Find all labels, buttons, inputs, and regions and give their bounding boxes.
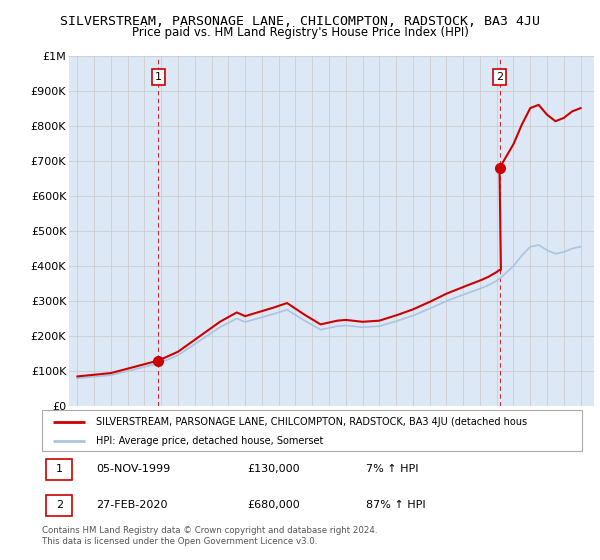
Text: 05-NOV-1999: 05-NOV-1999 [96, 464, 170, 474]
Text: 1: 1 [155, 72, 162, 82]
Text: £680,000: £680,000 [247, 501, 300, 510]
Text: SILVERSTREAM, PARSONAGE LANE, CHILCOMPTON, RADSTOCK, BA3 4JU (detached hous: SILVERSTREAM, PARSONAGE LANE, CHILCOMPTO… [96, 417, 527, 427]
Text: 27-FEB-2020: 27-FEB-2020 [96, 501, 167, 510]
FancyBboxPatch shape [46, 495, 72, 516]
Text: £130,000: £130,000 [247, 464, 300, 474]
Text: 87% ↑ HPI: 87% ↑ HPI [366, 501, 425, 510]
FancyBboxPatch shape [46, 459, 72, 479]
Text: 7% ↑ HPI: 7% ↑ HPI [366, 464, 419, 474]
Text: 2: 2 [56, 501, 63, 510]
FancyBboxPatch shape [42, 410, 582, 451]
Text: SILVERSTREAM, PARSONAGE LANE, CHILCOMPTON, RADSTOCK, BA3 4JU: SILVERSTREAM, PARSONAGE LANE, CHILCOMPTO… [60, 15, 540, 27]
Text: 2: 2 [496, 72, 503, 82]
Text: HPI: Average price, detached house, Somerset: HPI: Average price, detached house, Some… [96, 436, 323, 446]
Text: Contains HM Land Registry data © Crown copyright and database right 2024.
This d: Contains HM Land Registry data © Crown c… [42, 526, 377, 546]
Text: 1: 1 [56, 464, 63, 474]
Text: Price paid vs. HM Land Registry's House Price Index (HPI): Price paid vs. HM Land Registry's House … [131, 26, 469, 39]
